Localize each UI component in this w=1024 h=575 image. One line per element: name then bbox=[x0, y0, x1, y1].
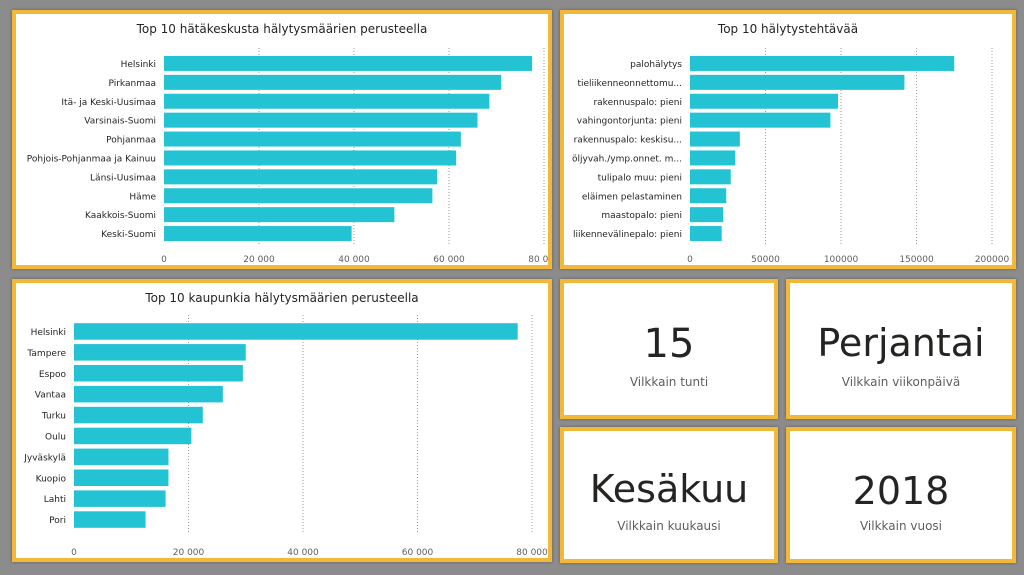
category-label: Vantaa bbox=[35, 391, 66, 401]
bar[interactable] bbox=[690, 188, 727, 204]
category-label: tieliikenneonnettomu... bbox=[577, 79, 682, 89]
x-tick-label: 20 000 bbox=[243, 255, 275, 265]
card-busiest-year[interactable]: 2018 Vilkkain vuosi bbox=[786, 427, 1016, 563]
x-tick-label: 0 bbox=[687, 255, 693, 265]
category-label: Kaakkois-Suomi bbox=[85, 211, 156, 221]
x-tick-label: 60 000 bbox=[402, 548, 434, 558]
chart-title: Top 10 kaupunkia hälytysmäärien perustee… bbox=[145, 291, 419, 305]
x-tick-label: 60 000 bbox=[433, 255, 465, 265]
chart-alarm-centers[interactable]: 0 20 000 40 000 60 000 80 000 Helsinki Pirkanm… bbox=[16, 14, 548, 265]
card-busiest-weekday[interactable]: Perjantai Vilkkain viikonpäivä bbox=[786, 279, 1016, 419]
bar[interactable] bbox=[164, 150, 457, 166]
category-label: palohälytys bbox=[630, 60, 682, 70]
bar[interactable] bbox=[690, 131, 740, 147]
category-label: Itä- ja Keski-Uusimaa bbox=[61, 98, 156, 108]
bar[interactable] bbox=[690, 226, 722, 242]
category-label: liikennevälinepalo: pieni bbox=[573, 230, 682, 240]
chart-panel-alarm-centers: Top 10 hätäkeskusta hälytysmäärien perus… bbox=[12, 10, 552, 269]
category-label: Lahti bbox=[44, 495, 66, 505]
chart-title: Top 10 hätäkeskusta hälytysmäärien perus… bbox=[136, 22, 428, 36]
category-label: vahingontorjunta: pieni bbox=[577, 117, 682, 127]
category-label: Oulu bbox=[45, 432, 66, 442]
category-label: Helsinki bbox=[121, 60, 156, 70]
card-value: Perjantai bbox=[817, 321, 985, 365]
card-label: Vilkkain tunti bbox=[629, 375, 709, 389]
bar[interactable] bbox=[690, 150, 736, 166]
category-label: Pori bbox=[49, 516, 66, 526]
x-tick-label: 80 000 bbox=[528, 255, 548, 265]
chart-cities[interactable]: 0 20 000 40 000 60 000 80 000 Helsinki Tampere… bbox=[16, 283, 548, 558]
category-label: Varsinais-Suomi bbox=[84, 117, 156, 127]
bar[interactable] bbox=[74, 406, 203, 424]
bar[interactable] bbox=[74, 365, 243, 382]
bar[interactable] bbox=[74, 469, 169, 487]
card-label: Vilkkain kuukausi bbox=[617, 519, 721, 533]
x-tick-label: 20 000 bbox=[173, 548, 205, 558]
bar[interactable] bbox=[690, 207, 724, 223]
bar[interactable] bbox=[690, 74, 905, 90]
x-tick-label: 80 000 bbox=[516, 548, 548, 558]
bar[interactable] bbox=[690, 93, 838, 109]
bar[interactable] bbox=[74, 344, 246, 361]
category-label: Pohjois-Pohjanmaa ja Kainuu bbox=[27, 154, 156, 164]
category-label: Keski-Suomi bbox=[101, 230, 156, 240]
x-tick-label: 40 000 bbox=[287, 548, 319, 558]
card-value: Kesäkuu bbox=[589, 467, 749, 511]
card-label: Vilkkain vuosi bbox=[859, 519, 943, 533]
x-tick-label: 0 bbox=[71, 548, 77, 558]
category-label: eläimen pelastaminen bbox=[582, 192, 682, 202]
bar[interactable] bbox=[164, 112, 478, 128]
card-value: 2018 bbox=[852, 469, 950, 513]
bar[interactable] bbox=[74, 448, 169, 466]
category-label: rakennuspalo: pieni bbox=[593, 98, 682, 108]
x-tick-label: 100000 bbox=[824, 255, 859, 265]
bar[interactable] bbox=[74, 511, 146, 528]
bar[interactable] bbox=[164, 207, 395, 223]
category-label: Häme bbox=[129, 192, 156, 202]
bar[interactable] bbox=[164, 55, 533, 71]
bar[interactable] bbox=[690, 55, 955, 71]
chart-title: Top 10 hälytystehtävää bbox=[717, 22, 859, 36]
bar[interactable] bbox=[690, 169, 731, 185]
category-label: rakennuspalo: keskisu... bbox=[574, 136, 682, 146]
x-tick-label: 50000 bbox=[751, 255, 780, 265]
bar[interactable] bbox=[164, 226, 352, 242]
category-label: Länsi-Uusimaa bbox=[90, 173, 156, 183]
category-label: maastopalo: pieni bbox=[601, 211, 682, 221]
bar[interactable] bbox=[164, 131, 461, 147]
x-tick-label: 200000 bbox=[975, 255, 1010, 265]
card-busiest-hour[interactable]: 15 Vilkkain tunti bbox=[560, 279, 778, 419]
bar[interactable] bbox=[164, 74, 502, 90]
bar[interactable] bbox=[690, 112, 831, 128]
category-label: öljyvah./ymp.onnet. m... bbox=[572, 154, 682, 164]
bar[interactable] bbox=[74, 385, 223, 403]
card-value: 15 bbox=[643, 321, 695, 367]
category-label: Kuopio bbox=[36, 474, 67, 484]
card-busiest-month[interactable]: Kesäkuu Vilkkain kuukausi bbox=[560, 427, 778, 563]
bar[interactable] bbox=[74, 490, 166, 507]
category-label: Helsinki bbox=[31, 328, 66, 338]
category-label: Jyväskylä bbox=[23, 453, 66, 463]
bar[interactable] bbox=[74, 427, 192, 445]
category-label: Pirkanmaa bbox=[108, 79, 156, 89]
x-tick-label: 150000 bbox=[899, 255, 934, 265]
category-label: Tampere bbox=[26, 349, 66, 359]
bar[interactable] bbox=[74, 323, 518, 340]
chart-alarm-tasks[interactable]: 0 50000 100000 150000 200000 palohälytys tieli… bbox=[564, 14, 1012, 265]
card-label: Vilkkain viikonpäivä bbox=[841, 375, 961, 389]
category-label: Turku bbox=[41, 412, 66, 422]
chart-panel-cities: Top 10 kaupunkia hälytysmäärien perustee… bbox=[12, 279, 552, 562]
chart-panel-alarm-tasks: Top 10 hälytystehtävää 0 50000 100000 15000… bbox=[560, 10, 1016, 269]
x-tick-label: 40 000 bbox=[338, 255, 370, 265]
bar[interactable] bbox=[164, 93, 490, 109]
x-tick-label: 0 bbox=[161, 255, 167, 265]
bar[interactable] bbox=[164, 169, 438, 185]
bar[interactable] bbox=[164, 188, 433, 204]
category-label: Espoo bbox=[39, 370, 67, 380]
category-label: Pohjanmaa bbox=[106, 136, 156, 146]
category-label: tulipalo muu: pieni bbox=[598, 173, 682, 183]
